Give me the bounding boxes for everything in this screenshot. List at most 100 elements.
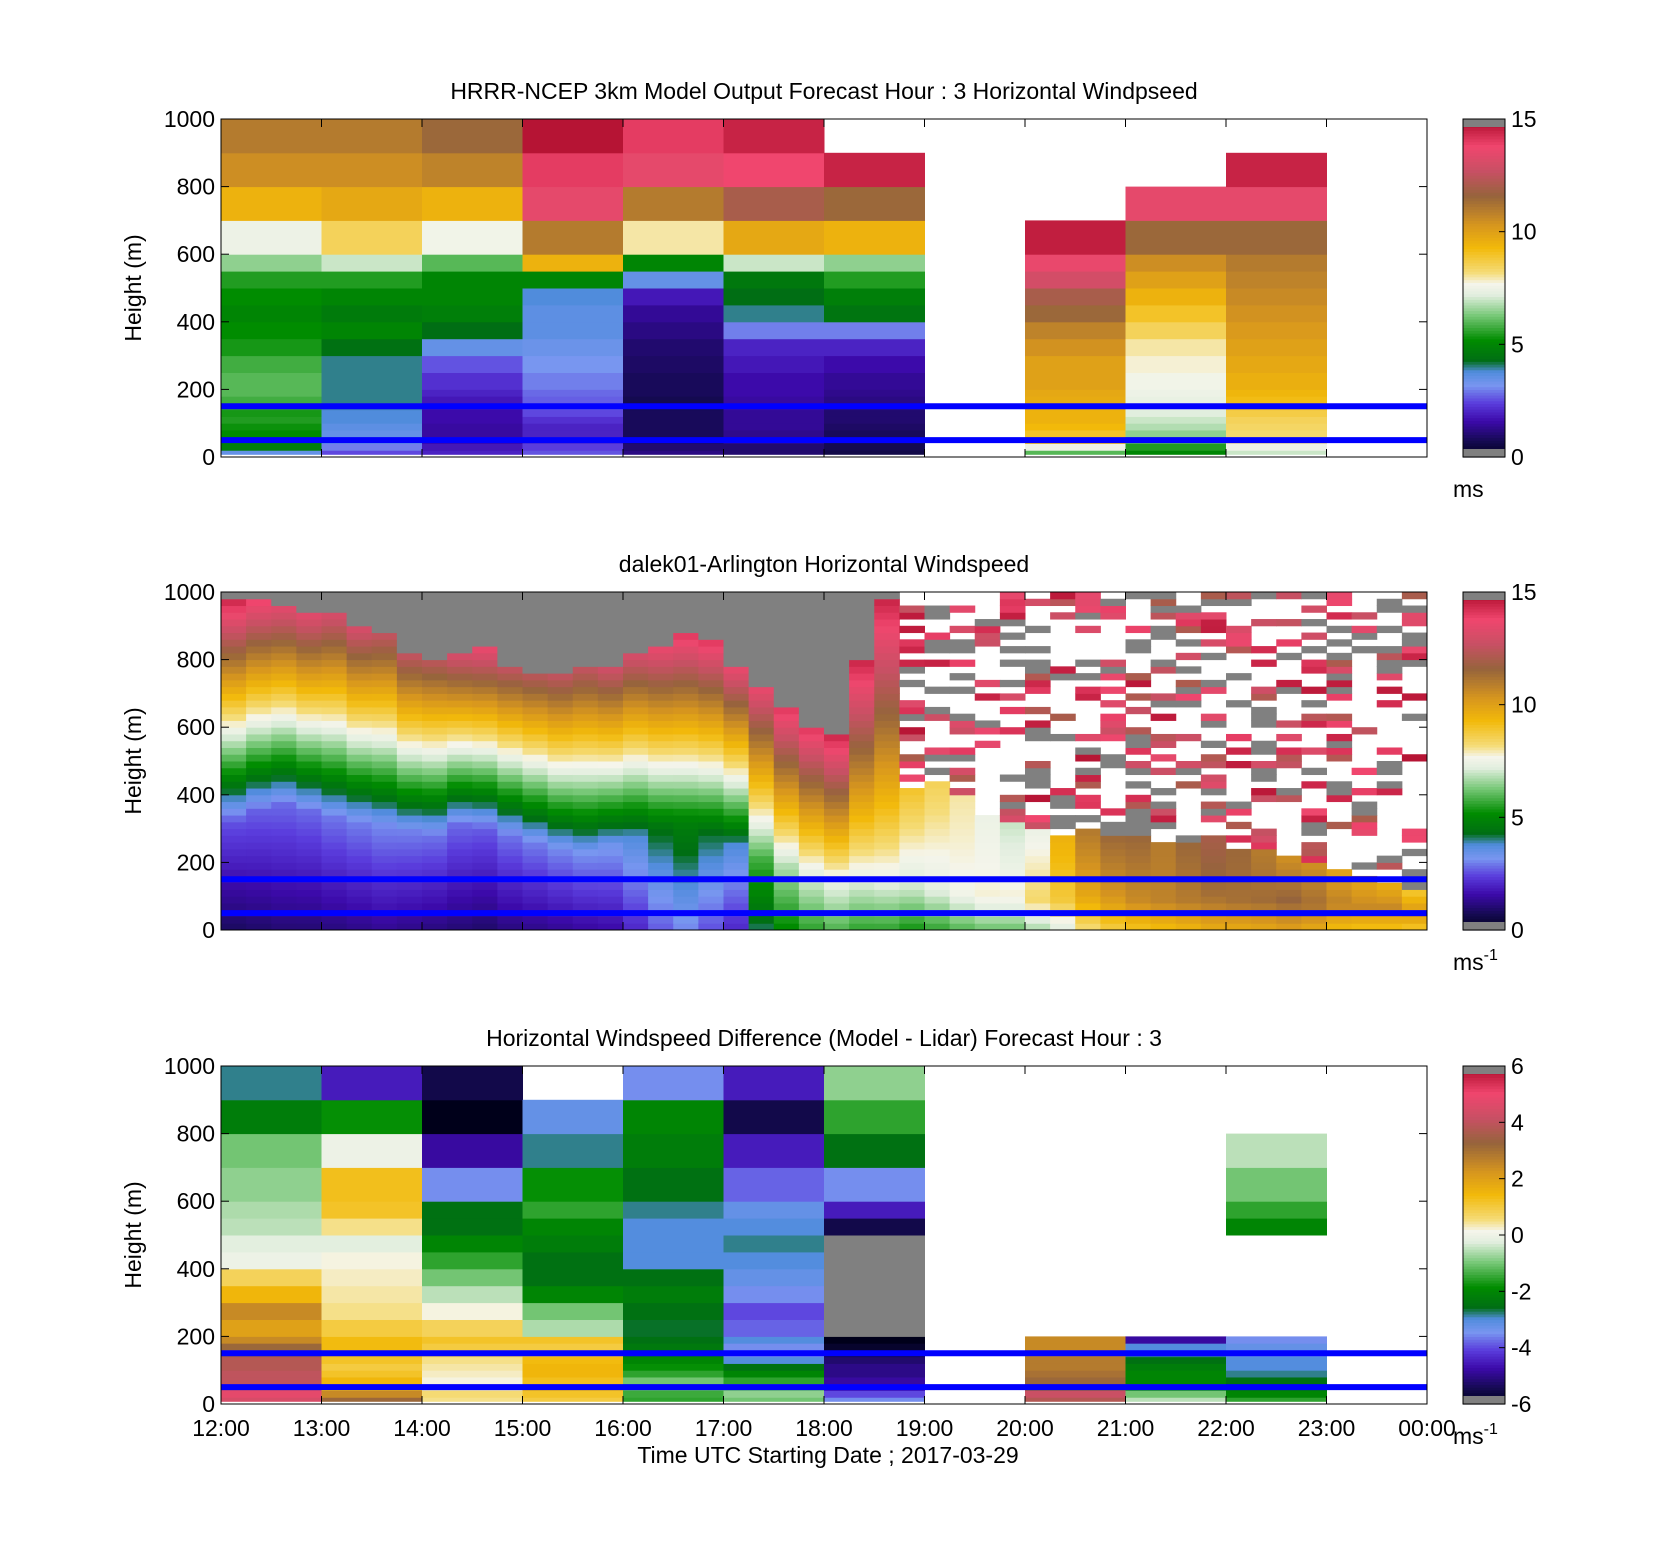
heatmap-cell (547, 747, 574, 755)
heatmap-cell (673, 693, 699, 701)
heatmap-cell (748, 754, 775, 762)
colorbar-tick-label: 5 (1511, 804, 1524, 830)
heatmap-cell (547, 788, 574, 796)
heatmap-cell (1125, 821, 1152, 830)
heatmap-cell (1100, 923, 1126, 931)
heatmap-cell (321, 882, 348, 890)
colorbar-swatch (1463, 164, 1505, 168)
colorbar-swatch (1463, 710, 1505, 714)
heatmap-cell (1301, 821, 1327, 830)
colorbar-swatch (1463, 313, 1505, 317)
heatmap-cell (1376, 761, 1403, 769)
heatmap-cell (271, 801, 297, 809)
heatmap-cell (899, 855, 925, 863)
heatmap-cell (723, 619, 750, 627)
heatmap-cell (773, 842, 800, 850)
heatmap-cell (1025, 416, 1126, 424)
heatmap-cell (1125, 693, 1152, 701)
heatmap-cell (1125, 321, 1227, 340)
colorbar-swatch (1463, 755, 1505, 759)
heatmap-cell (748, 652, 775, 661)
heatmap-cell (849, 869, 875, 877)
heatmap-cell (723, 848, 750, 857)
heatmap-cell (874, 598, 900, 607)
colorbar-swatch (1463, 884, 1505, 889)
heatmap-cell (1175, 923, 1202, 931)
heatmap-cell (1401, 896, 1428, 904)
colorbar-swatch (1463, 899, 1505, 903)
heatmap-cell (874, 673, 900, 681)
heatmap-cell (422, 396, 523, 404)
colorbar-swatch (1463, 1330, 1505, 1335)
heatmap-cell (522, 372, 624, 390)
heatmap-cell (623, 733, 649, 742)
heatmap-cell (1200, 855, 1227, 863)
heatmap-cell (723, 429, 825, 438)
heatmap-cell (1125, 862, 1152, 870)
heatmap-cell (1226, 1370, 1327, 1378)
heatmap-cell (723, 855, 750, 863)
heatmap-cell (1276, 639, 1302, 647)
heatmap-cell (824, 1336, 925, 1344)
colorbar-over-cap (1463, 1066, 1505, 1074)
heatmap-cell (1150, 733, 1177, 742)
heatmap-cell (1175, 619, 1202, 627)
heatmap-cell (824, 429, 925, 438)
x-tick-label: 21:00 (1097, 1415, 1155, 1441)
heatmap-cell (522, 767, 549, 776)
heatmap-cell (321, 774, 348, 782)
heatmap-cell (723, 700, 750, 708)
heatmap-cell (572, 788, 599, 796)
heatmap-cell (824, 321, 925, 340)
heatmap-cell (623, 1376, 724, 1385)
heatmap-cell (673, 652, 699, 661)
heatmap-cell (597, 686, 624, 694)
heatmap-cell (547, 733, 574, 742)
heatmap-cell (447, 713, 473, 721)
heatmap-cell (1025, 355, 1126, 373)
heatmap-cell (271, 666, 297, 674)
heatmap-cell (221, 625, 247, 634)
heatmap-cell (371, 781, 398, 789)
heatmap-cell (648, 673, 674, 681)
heatmap-cell (1175, 916, 1202, 924)
heatmap-cell (723, 598, 750, 607)
heatmap-cell (974, 815, 1001, 823)
heatmap-cell (698, 855, 724, 863)
colorbar-swatch (1463, 837, 1505, 841)
heatmap-cell (623, 902, 649, 911)
heatmap-cell (1200, 679, 1227, 688)
heatmap-cell (547, 639, 574, 647)
colorbar-swatch (1463, 882, 1505, 886)
heatmap-cell (849, 625, 875, 634)
heatmap-cell (798, 632, 825, 640)
heatmap-cell (773, 605, 800, 613)
heatmap-cell (1226, 902, 1252, 911)
heatmap-cell (346, 720, 373, 728)
colorbar-swatch (1463, 797, 1505, 802)
heatmap-cell (246, 902, 272, 911)
heatmap-cell (949, 639, 976, 647)
heatmap-cell (522, 450, 624, 455)
heatmap-cell (698, 815, 724, 823)
colorbar-tick-label: 4 (1511, 1109, 1524, 1135)
heatmap-cell (999, 592, 1026, 600)
colorbar-swatch (1463, 1150, 1505, 1154)
heatmap-cell (296, 747, 322, 755)
heatmap-cell (321, 1343, 423, 1351)
heatmap-cell (371, 700, 398, 708)
heatmap-cell (522, 727, 549, 735)
heatmap-cell (597, 869, 624, 877)
heatmap-cell (974, 619, 1001, 627)
heatmap-cell (748, 761, 775, 769)
heatmap-cell (748, 686, 775, 694)
heatmap-cell (296, 862, 322, 870)
heatmap-cell (472, 713, 498, 721)
heatmap-cell (673, 788, 699, 796)
colorbar-swatch (1463, 1077, 1505, 1081)
heatmap-cell (321, 686, 348, 694)
heatmap-cell (623, 1285, 724, 1304)
heatmap-cell (597, 693, 624, 701)
heatmap-cell (221, 429, 322, 438)
heatmap-cell (924, 835, 951, 843)
